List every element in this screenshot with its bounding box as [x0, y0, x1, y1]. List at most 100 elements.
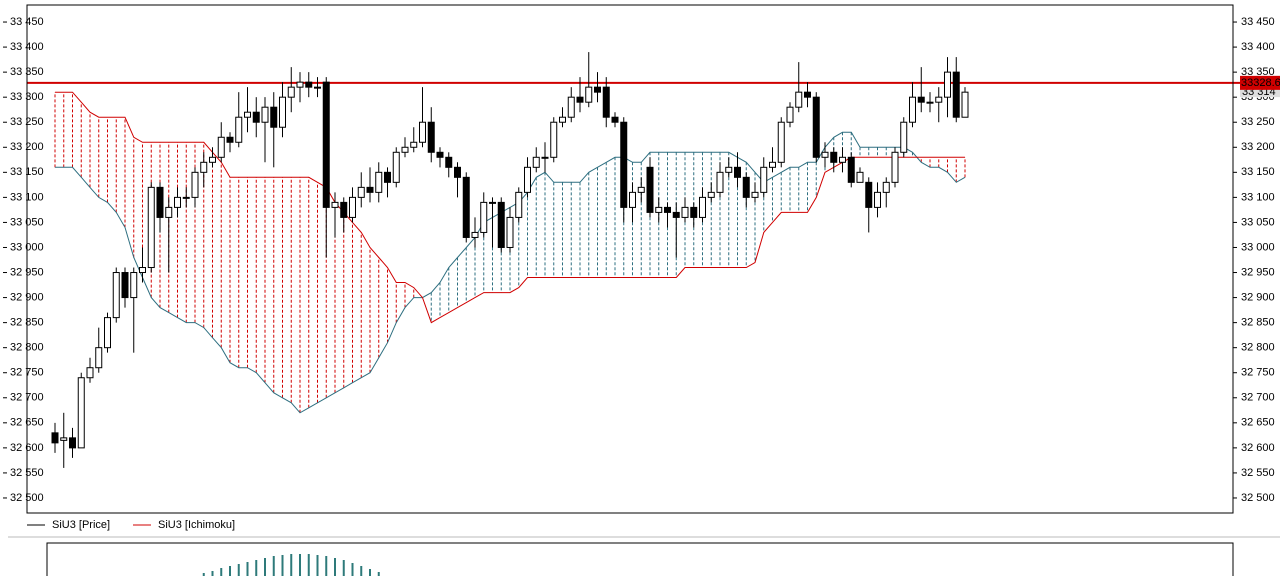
candle-body [725, 166, 733, 173]
volume-bar [202, 573, 205, 576]
candle-body [445, 156, 453, 168]
candle-body [524, 166, 531, 193]
span-line [55, 91, 965, 324]
y-tick-label: 32 800 [1241, 342, 1275, 354]
volume-bar [255, 560, 258, 576]
candle-body [707, 191, 715, 198]
legend-label: SiU3 [Price] [52, 519, 110, 531]
candle-body [95, 347, 103, 369]
volume-bar [342, 560, 345, 576]
volume-bar [377, 572, 380, 576]
candle-body [585, 86, 593, 103]
y-tick-label: 33 250 [1241, 116, 1275, 128]
y-tick-label: 32 650 [10, 417, 44, 429]
candle-body [874, 191, 881, 208]
candle-body [69, 437, 76, 449]
y-tick-label: 33 100 [10, 191, 44, 203]
volume-bar [220, 568, 223, 576]
volume-bar [360, 566, 363, 576]
candle-body [646, 166, 654, 213]
volume-bar [246, 562, 249, 576]
candle-body [541, 156, 549, 159]
candle-body [952, 71, 960, 118]
candle-body [576, 96, 584, 103]
y-tick-label: 32 550 [10, 467, 44, 479]
candle-body [672, 211, 680, 218]
candle-body [147, 186, 155, 269]
candle-body [515, 191, 523, 218]
y-tick-label: 32 650 [1241, 417, 1275, 429]
candle-body [961, 91, 969, 118]
candle-body [217, 136, 225, 158]
volume-bar [307, 554, 310, 576]
candle-body [401, 146, 409, 153]
candle-body [392, 151, 400, 183]
candle-body [252, 111, 260, 123]
y-tick-label: 32 750 [1241, 367, 1275, 379]
candle-body [270, 106, 278, 128]
y-tick-label: 33 200 [1241, 141, 1275, 153]
candle-body [51, 432, 59, 444]
y-tick-label: 33 400 [10, 41, 44, 53]
candle-body [174, 196, 181, 208]
candle-body [567, 96, 575, 118]
candle-body [891, 151, 899, 183]
candle-body [716, 171, 724, 193]
candle-body [340, 201, 348, 218]
candle-body [182, 196, 190, 199]
candle-body [699, 196, 706, 218]
y-tick-label: 33 400 [1241, 41, 1275, 53]
volume-bar [325, 556, 328, 576]
candle-body [611, 116, 619, 123]
volume-bar [290, 554, 293, 576]
candle-body [742, 176, 750, 198]
y-tick-label: 32 700 [10, 392, 44, 404]
candle-body [602, 86, 610, 118]
y-tick-label: 32 850 [10, 317, 44, 329]
candle-body [681, 206, 689, 218]
y-tick-label: 33 350 [1241, 66, 1275, 78]
candle-body [830, 151, 838, 163]
y-tick-label: 33 200 [10, 141, 44, 153]
candle-body [909, 96, 916, 123]
candle-body [279, 96, 286, 128]
y-tick-label: 32 800 [10, 342, 44, 354]
candle-body [436, 151, 444, 158]
y-tick-label: 32 700 [1241, 392, 1275, 404]
y-tick-label: 32 500 [1241, 492, 1275, 504]
volume-bar [264, 558, 266, 576]
candle-body [235, 116, 243, 143]
candle-body [454, 166, 461, 178]
candle-body [559, 116, 566, 123]
y-tick-label: 33 450 [1241, 16, 1275, 28]
candle-body [882, 181, 890, 193]
y-tick-label: 32 600 [1241, 442, 1275, 454]
candle-body [349, 196, 356, 218]
volume-bar [334, 558, 336, 576]
candle-body [77, 377, 85, 449]
candle-body [244, 111, 251, 118]
candle-body [629, 191, 636, 208]
candle-body [664, 206, 671, 213]
candle-body [786, 106, 794, 123]
y-tick-label: 33 300 [10, 91, 44, 103]
y-tick-label: 33 000 [1241, 241, 1275, 253]
y-tick-label: 33 100 [1241, 191, 1275, 203]
price-line-label: 33328.6 [1241, 77, 1280, 89]
candle-body [594, 86, 601, 93]
y-tick-label: 32 550 [1241, 467, 1275, 479]
y-tick-label: 33 450 [10, 16, 44, 28]
candle-body [357, 186, 365, 198]
y-tick-label: 33 150 [1241, 166, 1275, 178]
candle-body [427, 121, 435, 153]
legend-label: SiU3 [Ichimoku] [158, 519, 235, 531]
candle-body [637, 186, 645, 193]
candle-body [156, 186, 164, 218]
candle-body [419, 121, 426, 143]
candle-body [865, 181, 873, 208]
volume-bar [351, 563, 354, 576]
y-tick-label: 32 600 [10, 442, 44, 454]
